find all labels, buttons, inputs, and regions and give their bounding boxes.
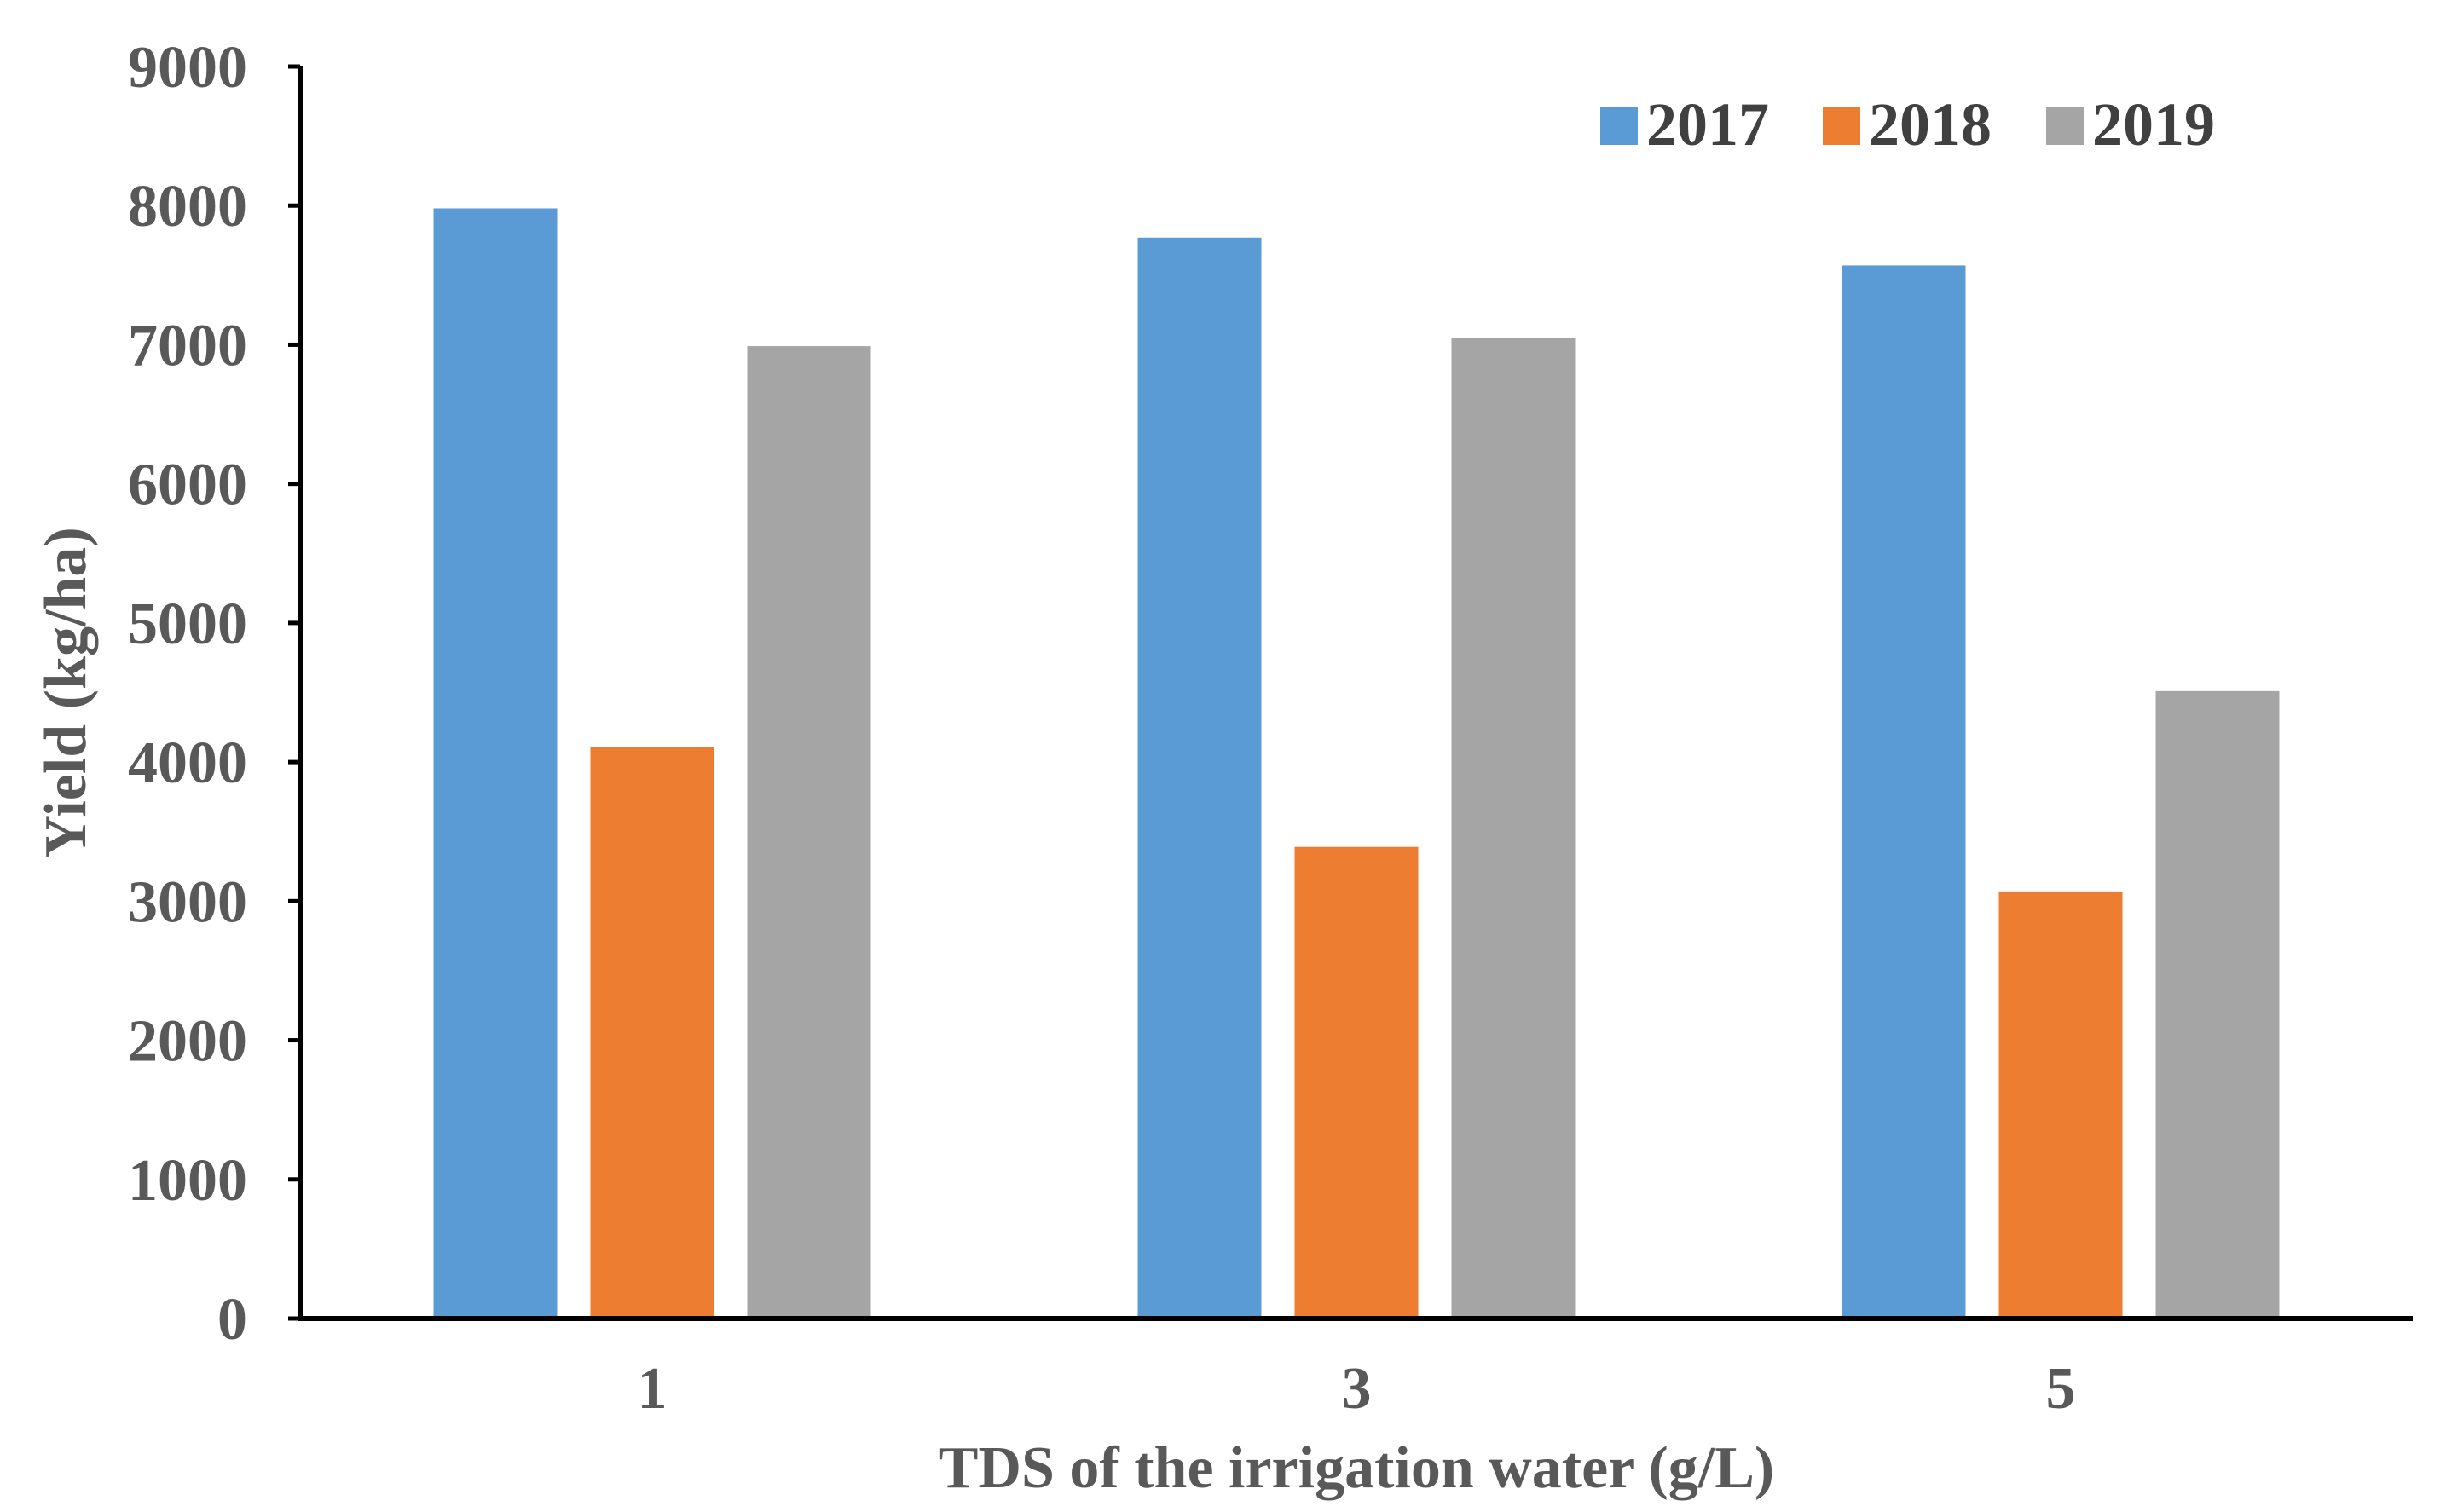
x-ticks-group: 1 3 5 — [638, 1356, 2076, 1422]
y-ticks-group: 0 1000 2000 3000 4000 5000 6000 7000 8000 9000 — [128, 35, 300, 1353]
y-tick-label: 7000 — [128, 313, 247, 378]
bar-2017-1 — [433, 208, 558, 1319]
y-tick-label: 0 — [217, 1287, 247, 1353]
legend: 2017 2018 2019 — [1600, 90, 2215, 159]
bar-2017-5 — [1842, 265, 1966, 1319]
y-tick-label: 5000 — [128, 592, 247, 657]
bar-2019-1 — [747, 346, 871, 1319]
legend-label-2019: 2019 — [2092, 90, 2215, 159]
x-tick-label: 5 — [2046, 1356, 2076, 1422]
x-axis-title: TDS of the irrigation water (g/L) — [939, 1435, 1775, 1501]
x-tick-label: 3 — [1342, 1356, 1372, 1422]
y-tick-label: 8000 — [128, 174, 247, 239]
y-tick-label: 2000 — [128, 1009, 247, 1075]
y-axis-title: Yield (kg/ha) — [33, 527, 99, 857]
y-tick-label: 3000 — [128, 869, 247, 935]
bars-group — [433, 208, 2280, 1319]
bar-2018-5 — [1998, 891, 2123, 1319]
bar-2019-5 — [2155, 690, 2280, 1319]
bar-2018-1 — [590, 747, 714, 1319]
legend-label-2017: 2017 — [1646, 90, 1769, 159]
bar-2017-3 — [1137, 237, 1262, 1319]
y-tick-label: 4000 — [128, 730, 247, 796]
x-tick-label: 1 — [638, 1356, 668, 1422]
legend-swatch-2017 — [1600, 107, 1638, 145]
bar-2018-3 — [1294, 846, 1419, 1319]
axes-group — [298, 66, 2413, 1321]
legend-swatch-2019 — [2046, 107, 2084, 145]
bar-2019-3 — [1451, 338, 1576, 1319]
y-tick-label: 9000 — [128, 35, 247, 101]
legend-swatch-2018 — [1823, 107, 1860, 145]
legend-label-2018: 2018 — [1869, 90, 1992, 159]
y-tick-label: 6000 — [128, 453, 247, 518]
y-tick-label: 1000 — [128, 1148, 247, 1214]
